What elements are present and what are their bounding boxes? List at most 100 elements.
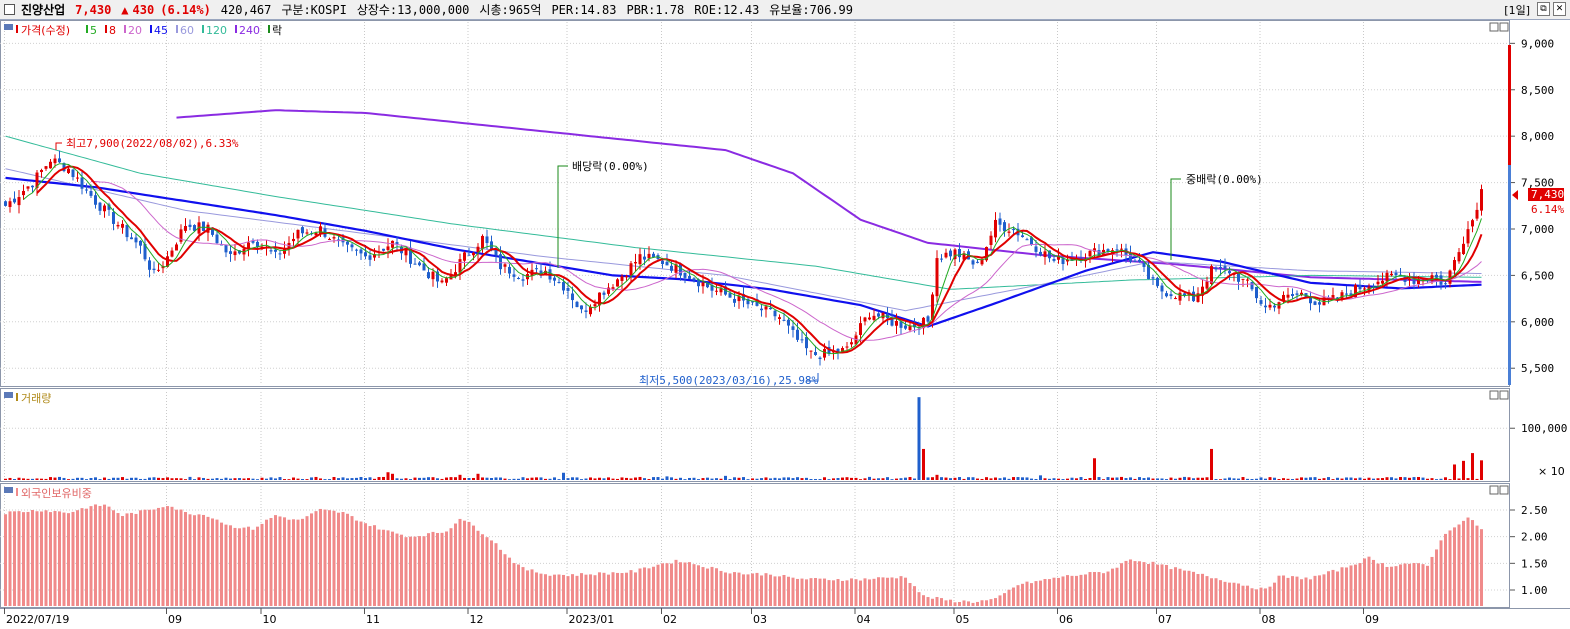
volume-panel-close-icon[interactable] (1499, 390, 1509, 400)
volume-bar (467, 478, 471, 480)
price-panel[interactable] (0, 20, 1510, 387)
stock-chart[interactable]: 가격(수정) 5 8 20 45 60 120 240 락 거래량 외국인보유비중 (0, 20, 1570, 629)
foreign-bar (472, 525, 475, 606)
legend-foreign[interactable]: 외국인보유비중 (21, 487, 92, 500)
foreign-bar (1345, 567, 1348, 606)
candle (1214, 267, 1218, 270)
volume-bar (1394, 478, 1398, 480)
candle (1241, 278, 1245, 280)
price-panel-min-icon[interactable] (1489, 22, 1499, 32)
volume-bar (319, 478, 322, 480)
volume-panel-min-icon[interactable] (1489, 390, 1499, 400)
candle (809, 350, 813, 352)
foreign-bar (1354, 564, 1357, 606)
candle (629, 263, 633, 275)
volume-bar (1228, 477, 1231, 480)
candle (832, 351, 835, 353)
candle (22, 190, 25, 196)
price-panel-close-icon[interactable] (1499, 22, 1509, 32)
volume-bar (103, 477, 106, 480)
period-selector[interactable]: [1일] (1504, 4, 1530, 17)
candle (1345, 293, 1348, 295)
foreign-bar (1201, 573, 1204, 606)
volume-bar (1124, 478, 1128, 480)
volume-bar (985, 477, 988, 480)
foreign-bar (1363, 558, 1366, 606)
volume-bar (512, 478, 516, 480)
candle (1417, 279, 1420, 285)
foreign-bar (787, 576, 790, 606)
volume-bar (400, 478, 403, 480)
axis-label: 100,000 (1521, 422, 1567, 435)
close-icon[interactable]: ✕ (1553, 2, 1566, 16)
foreign-bar (1079, 574, 1083, 606)
volume-bar (116, 477, 120, 480)
foreign-bar (1340, 567, 1344, 606)
volume-bar (1012, 477, 1015, 480)
foreign-bar (431, 531, 435, 606)
candle (1178, 292, 1182, 301)
volume-bar (413, 477, 417, 480)
foreign-bar (818, 578, 822, 606)
candle (148, 260, 151, 270)
volume-bar (620, 477, 624, 480)
candle (665, 261, 669, 266)
foreign-bar (1259, 587, 1263, 606)
candle (1052, 258, 1056, 261)
candle (733, 298, 736, 303)
volume-bar (242, 478, 246, 480)
volume-bar (44, 478, 48, 480)
foreign-bar (1106, 571, 1110, 606)
volume-bar (1363, 478, 1366, 480)
market-type: 구분:KOSPI (281, 3, 347, 17)
candle (431, 271, 435, 280)
foreign-bar (1084, 574, 1087, 606)
volume-bar (773, 477, 777, 480)
candle (1007, 231, 1011, 233)
candle (359, 249, 363, 254)
candle (634, 262, 637, 264)
legend-ma-45: 45 (154, 24, 168, 37)
high-annotation: 최고7,900(2022/08/02),6.33% (55, 137, 239, 150)
candle (85, 189, 88, 191)
candle (278, 253, 282, 255)
volume-bar (472, 477, 475, 480)
date-label: 11 (366, 613, 380, 626)
foreign-panel-min-icon[interactable] (1489, 485, 1499, 495)
legend-price[interactable]: 가격(수정) (21, 24, 70, 37)
volume-bar (778, 478, 781, 480)
candle (1070, 258, 1074, 261)
foreign-bar (152, 509, 156, 606)
volume-bar (733, 477, 736, 480)
foreign-bar (427, 533, 430, 606)
date-label: 07 (1158, 613, 1172, 626)
foreign-bar (377, 529, 381, 606)
candle (1097, 250, 1101, 257)
volume-panel[interactable] (0, 388, 1510, 482)
legend-swatch (105, 25, 107, 33)
select-checkbox[interactable] (4, 4, 15, 15)
foreign-bar (859, 580, 862, 606)
volume-bar (368, 477, 372, 480)
foreign-bar (1219, 580, 1222, 606)
legend-ma-240: 240 (239, 24, 260, 37)
volume-bar (278, 477, 282, 480)
candle (688, 276, 691, 279)
candle (769, 307, 772, 310)
legend-volume[interactable]: 거래량 (21, 392, 51, 405)
volume-bar (1304, 477, 1308, 480)
foreign-bar (530, 569, 534, 606)
stock-name[interactable]: 진양산업 (21, 3, 66, 17)
candle (1165, 293, 1168, 297)
foreign-panel-close-icon[interactable] (1499, 485, 1509, 495)
volume-bar (346, 478, 349, 480)
volume-bar (296, 478, 300, 480)
foreign-bar (499, 549, 502, 606)
volume-bar (926, 477, 930, 480)
foreign-bar (1043, 578, 1047, 606)
restore-icon[interactable]: ⧉ (1537, 2, 1550, 16)
foreign-bar (854, 579, 858, 606)
foreign-bar (508, 557, 511, 606)
volume-bar (1390, 477, 1393, 480)
foreign-bar (62, 512, 66, 606)
